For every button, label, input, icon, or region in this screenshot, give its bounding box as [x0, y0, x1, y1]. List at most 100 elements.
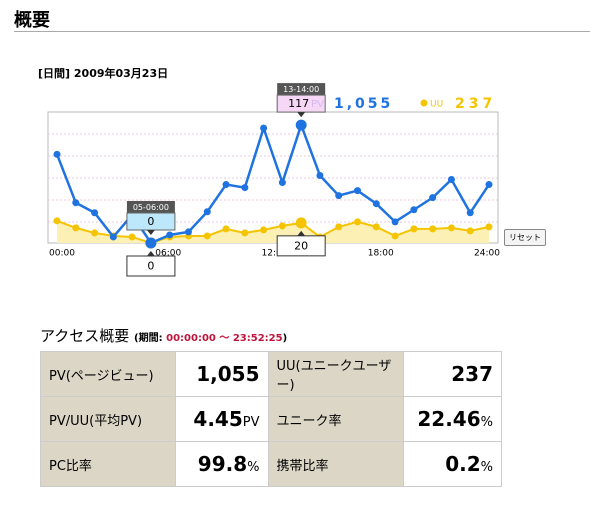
metric-label: UU(ユニークユーザー) — [267, 351, 404, 397]
point — [429, 225, 437, 233]
metric-value: 22.46 — [417, 407, 481, 431]
tooltip-header — [277, 83, 326, 96]
x-tick-label: 00:00 — [49, 249, 75, 259]
summary-table: PV(ページビュー) 1,055 UU(ユニークユーザー) 237 PV/UU(平均PV… — [39, 351, 503, 487]
point — [241, 229, 249, 237]
point — [278, 179, 286, 187]
legend-uu-name: UU — [430, 100, 443, 110]
period: (期間: 00:00:00 ～ 23:52:25) — [134, 333, 287, 344]
legend-uu-dot — [420, 99, 428, 107]
point — [335, 192, 343, 200]
metric-label: PV/UU(平均PV) — [39, 396, 177, 442]
point — [241, 184, 249, 192]
metric-label: PV(ページビュー) — [39, 351, 177, 397]
point — [260, 226, 268, 234]
tooltip-value: 117 — [288, 97, 309, 110]
point — [260, 124, 268, 132]
point — [72, 199, 80, 207]
highlight-point — [295, 119, 307, 131]
summary-row: PV/UU(平均PV) 4.45PV ユニーク率 22.46% — [39, 396, 503, 442]
tooltip-time: 05-06:00 — [133, 203, 169, 212]
point — [391, 218, 399, 226]
point — [410, 206, 418, 214]
point — [109, 233, 117, 241]
title-rule — [14, 31, 590, 32]
point — [316, 171, 324, 179]
point — [53, 217, 61, 225]
metric-value: 237 — [451, 362, 493, 386]
point — [91, 209, 99, 217]
metric-cell: 4.45PV — [175, 396, 269, 442]
period-range: 00:00:00 ～ 23:52:25 — [166, 333, 283, 344]
callout-value: 20 — [294, 239, 308, 252]
point — [429, 194, 437, 202]
callout-box — [126, 255, 176, 277]
chart: 00:00 06:00 12:00 18:00 24:00 05-06:00 0 0 13-14… — [47, 83, 500, 277]
period-suffix: ) — [282, 333, 288, 344]
metric-cell: 0.2% — [402, 441, 503, 487]
point — [410, 225, 418, 233]
metric-cell: 22.46% — [402, 396, 503, 442]
point — [184, 228, 192, 236]
date-label: [日間] 2009年03月23日 — [38, 67, 169, 80]
point — [335, 223, 343, 231]
legend-pv-name: PV — [311, 99, 324, 110]
metric-label: PC比率 — [39, 441, 177, 487]
uu-area — [57, 220, 489, 243]
metric-value: 4.45 — [193, 407, 243, 431]
tooltip-header — [126, 201, 175, 213]
point — [222, 181, 230, 189]
summary-title: アクセス概要 (期間: 00:00:00 ～ 23:52:25) — [40, 325, 287, 346]
metric-cell: 237 — [402, 351, 503, 397]
tooltip-time: 13-14:00 — [283, 85, 319, 94]
metric-cell: 99.8% — [175, 441, 269, 487]
point — [166, 231, 174, 239]
tooltip-value: 0 — [147, 215, 154, 228]
callout-value: 0 — [147, 260, 154, 273]
period-prefix: (期間: — [134, 333, 167, 344]
point — [128, 233, 136, 241]
callout-arrow — [146, 251, 155, 256]
callout-arrow — [297, 230, 306, 236]
point — [466, 209, 474, 217]
tooltip-arrow — [297, 112, 306, 118]
metric-label: 携帯比率 — [267, 441, 404, 487]
metric-unit: % — [247, 460, 260, 475]
point — [91, 229, 99, 237]
point — [447, 224, 455, 232]
point — [391, 232, 399, 240]
point — [485, 223, 493, 231]
callout-box — [276, 235, 326, 257]
metric-unit: % — [480, 460, 493, 475]
point — [72, 224, 80, 232]
highlight-point — [145, 237, 157, 249]
point — [372, 200, 380, 208]
point — [203, 232, 211, 240]
x-tick-label: 12:00 — [262, 249, 288, 259]
metric-label: ユニーク率 — [267, 396, 404, 442]
metric-value: 99.8 — [197, 452, 248, 476]
point — [222, 225, 230, 233]
metric-unit: PV — [242, 415, 260, 430]
metric-cell: 1,055 — [175, 351, 269, 397]
tooltip-arrow — [146, 230, 155, 235]
metric-value: 1,055 — [196, 362, 260, 386]
point — [485, 181, 493, 189]
summary-row: PC比率 99.8% 携帯比率 0.2% — [39, 441, 503, 487]
x-tick-label: 24:00 — [474, 249, 500, 259]
point — [53, 150, 61, 158]
point — [278, 222, 286, 230]
metric-value: 0.2 — [445, 452, 481, 476]
page-title: 概要 — [14, 10, 50, 31]
point — [466, 227, 474, 235]
point — [354, 218, 362, 226]
x-tick-label: 18:00 — [368, 249, 394, 259]
summary-row: PV(ページビュー) 1,055 UU(ユニークユーザー) 237 — [39, 351, 503, 397]
summary-title-text: アクセス概要 — [40, 327, 130, 345]
point — [372, 223, 380, 231]
point — [203, 208, 211, 216]
reset-button[interactable]: リセット — [504, 229, 546, 246]
point — [354, 187, 362, 195]
legend-uu-total: 237 — [455, 96, 496, 112]
legend-pv-total: 1,055 — [334, 96, 393, 112]
